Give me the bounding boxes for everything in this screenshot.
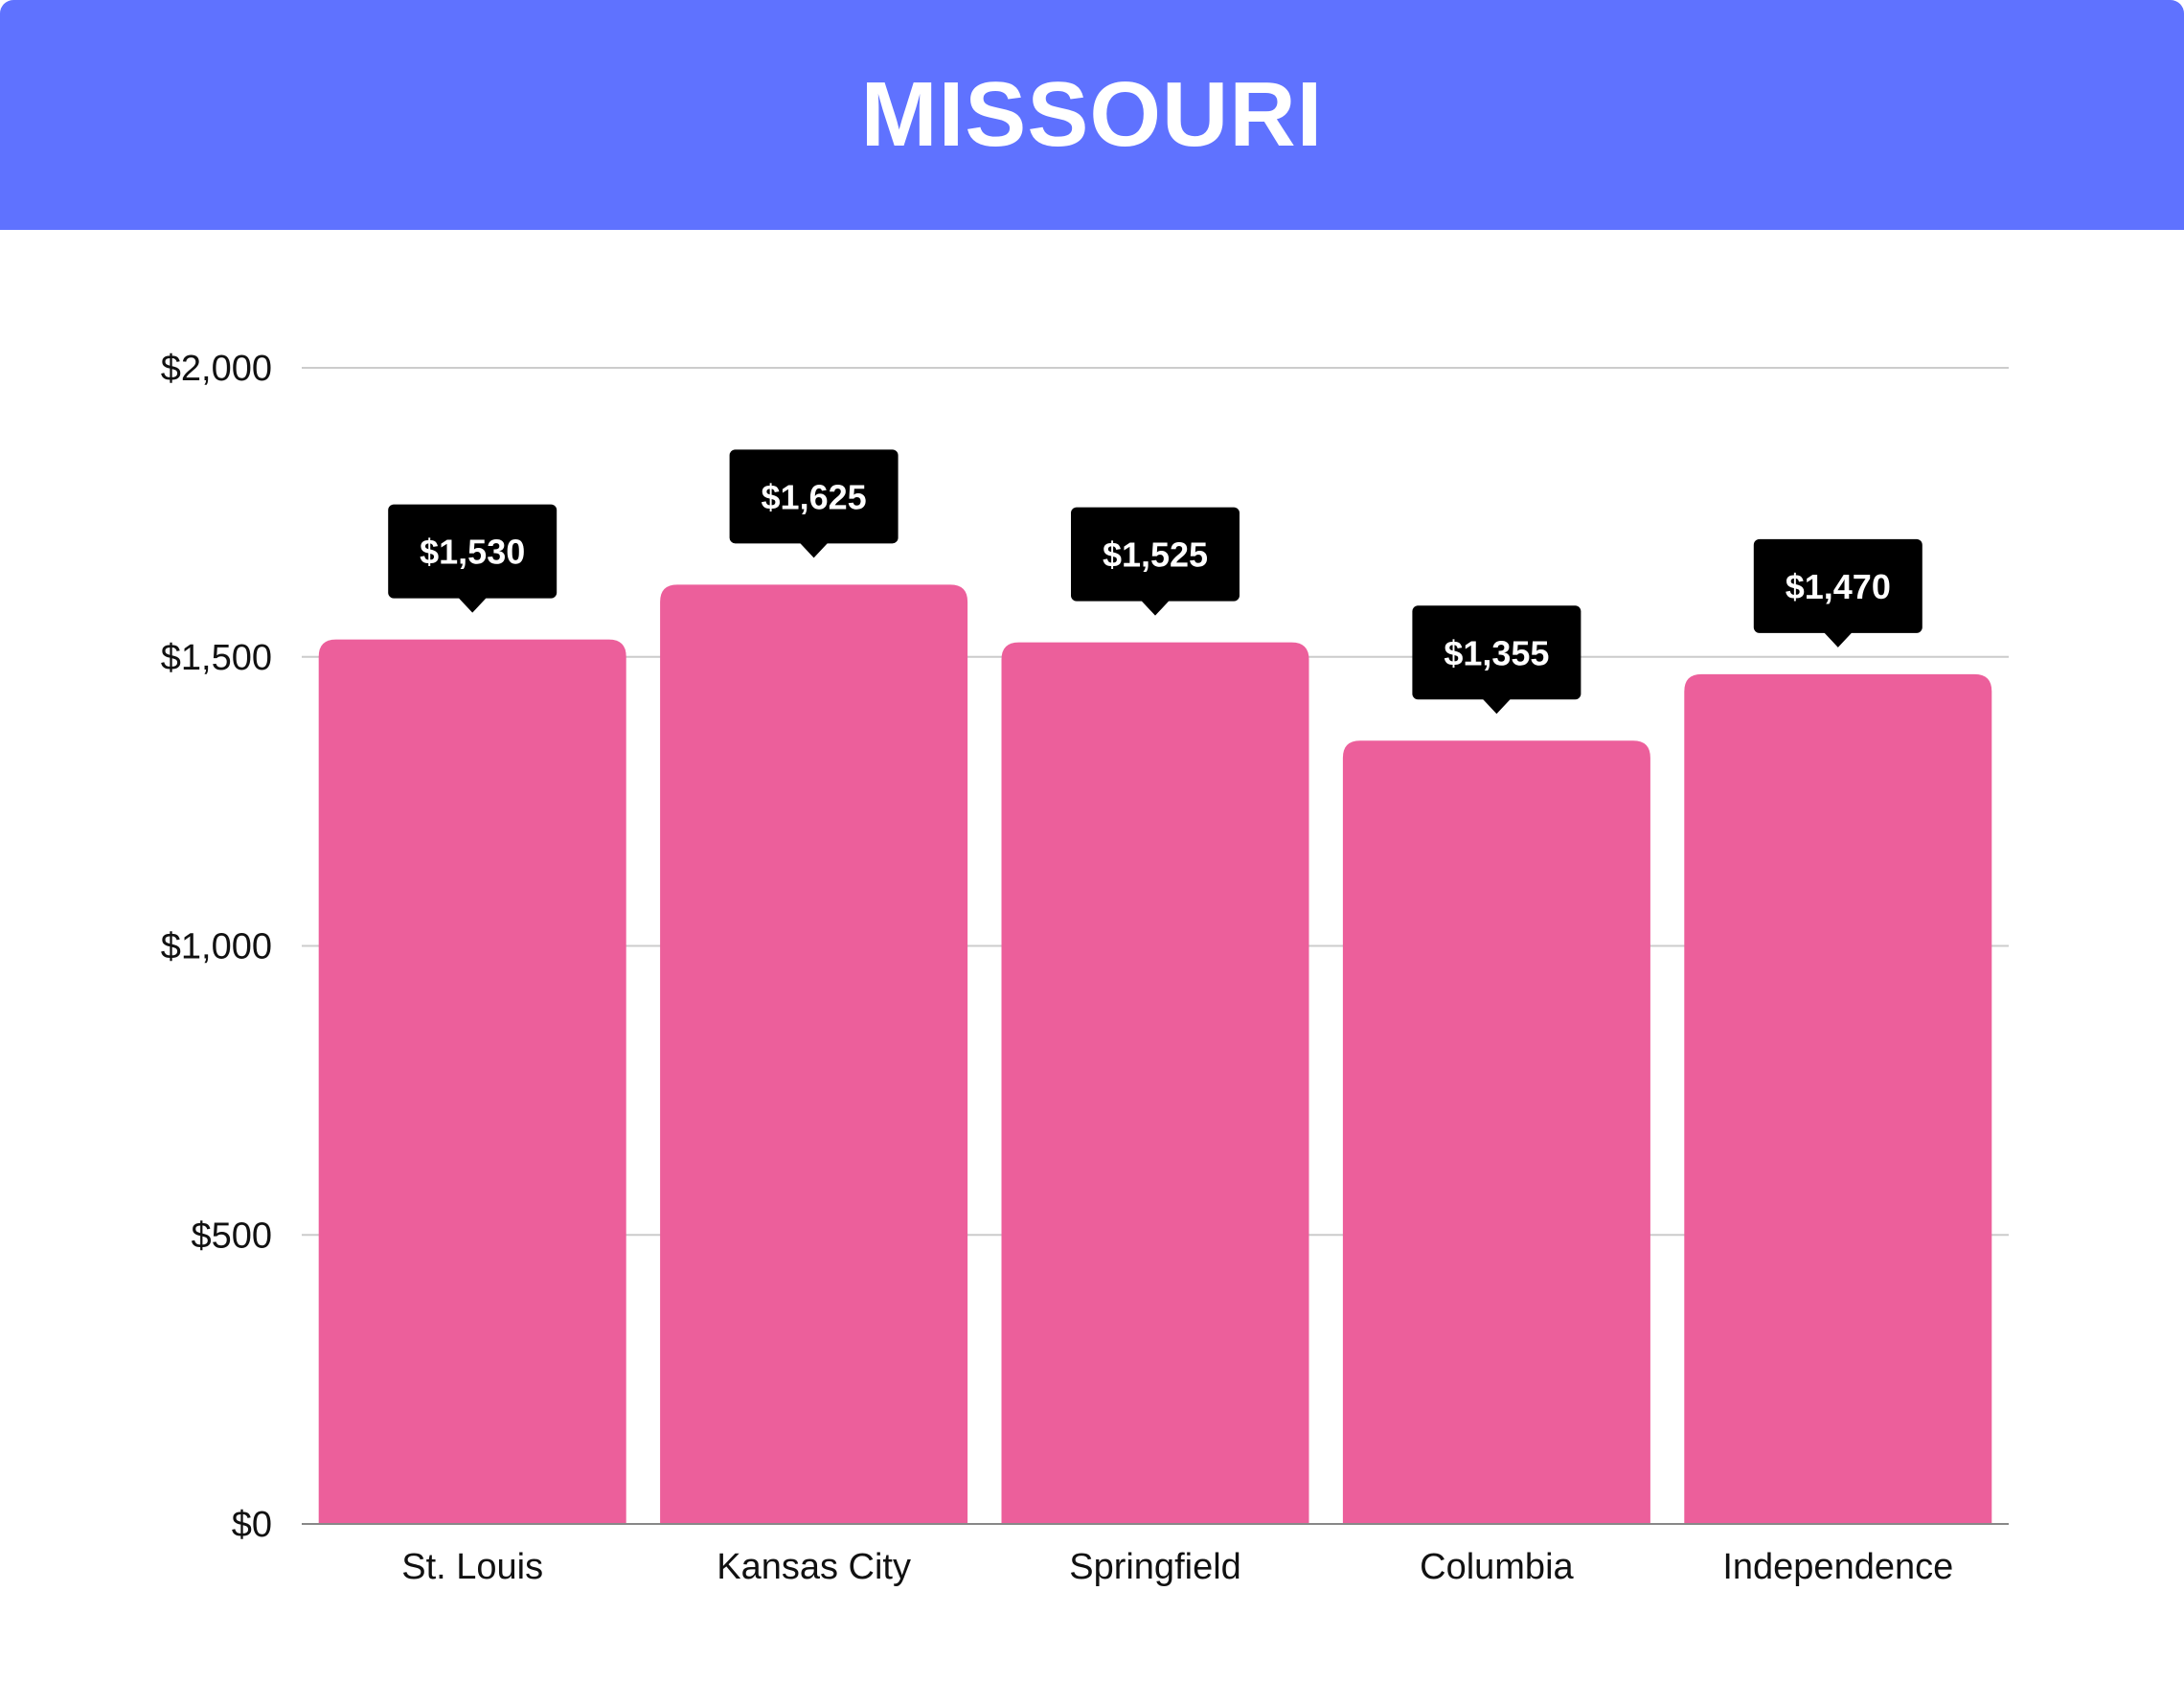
tooltip-pointer bbox=[1141, 600, 1170, 616]
data-label: $1,625 bbox=[762, 477, 867, 516]
chart-header: MISSOURI bbox=[0, 0, 2184, 230]
x-tick-label: Columbia bbox=[1420, 1547, 1574, 1587]
y-tick-label: $1,500 bbox=[161, 638, 272, 678]
data-label: $1,530 bbox=[420, 533, 525, 572]
tooltip-pointer bbox=[1823, 631, 1853, 648]
value-tooltip bbox=[1071, 507, 1240, 602]
y-tick-label: $1,000 bbox=[161, 927, 272, 967]
value-tooltip bbox=[1753, 538, 1922, 633]
y-tick-label: $0 bbox=[232, 1505, 272, 1545]
x-tick-label: Springfield bbox=[1069, 1547, 1241, 1587]
data-label: $1,470 bbox=[1786, 567, 1891, 606]
data-label: $1,355 bbox=[1444, 633, 1549, 672]
y-tick-label: $500 bbox=[191, 1216, 272, 1256]
y-tick-label: $2,000 bbox=[161, 349, 272, 389]
tooltip-pointer bbox=[1482, 698, 1512, 715]
value-tooltip bbox=[1412, 605, 1581, 700]
tooltip-pointer bbox=[458, 597, 488, 613]
bar bbox=[660, 584, 968, 1524]
x-tick-label: St. Louis bbox=[401, 1547, 543, 1587]
bar bbox=[318, 639, 626, 1524]
value-tooltip bbox=[388, 504, 557, 599]
x-tick-label: Kansas City bbox=[717, 1547, 911, 1587]
tooltip-pointer bbox=[799, 542, 829, 558]
bar bbox=[1001, 642, 1309, 1524]
value-tooltip bbox=[729, 449, 899, 544]
bar bbox=[1342, 740, 1650, 1524]
x-tick-label: Independence bbox=[1722, 1547, 1953, 1587]
data-label: $1,525 bbox=[1103, 535, 1208, 575]
bar bbox=[1684, 673, 1992, 1524]
chart-title: MISSOURI bbox=[860, 63, 1324, 166]
